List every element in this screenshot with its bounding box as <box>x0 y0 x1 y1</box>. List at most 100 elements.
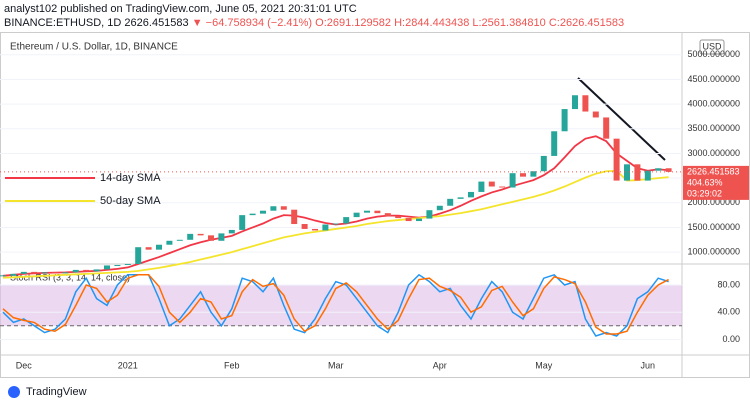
candle <box>208 235 214 241</box>
candle <box>135 247 142 264</box>
price-label: 2626.451583 <box>687 166 740 176</box>
candle <box>540 155 547 172</box>
y-tick-label: 3500.000000 <box>687 123 740 133</box>
close: C:2626.451583 <box>549 17 624 29</box>
brand: TradingView <box>26 386 87 398</box>
candle <box>332 223 339 225</box>
candle <box>364 210 370 213</box>
candle <box>655 168 662 171</box>
candle <box>572 95 578 110</box>
y-tick-label: 80.00 <box>717 279 740 289</box>
candle <box>156 244 162 250</box>
candle <box>322 224 329 231</box>
x-tick-label: Feb <box>224 360 240 370</box>
price-label: 03:29:02 <box>687 188 722 198</box>
candle <box>478 181 485 192</box>
candle <box>124 263 131 265</box>
candle <box>187 233 194 240</box>
candle <box>104 265 110 270</box>
candle <box>561 109 568 132</box>
candle <box>353 212 360 218</box>
candle <box>416 218 422 222</box>
y-tick-label: 40.00 <box>717 307 740 317</box>
candle <box>374 210 381 214</box>
candle <box>312 228 318 231</box>
candle <box>260 210 266 214</box>
candle <box>395 216 402 219</box>
stoch-title: Stoch RSI (3, 3, 14, 14, close) <box>10 272 130 282</box>
legend-label: 14-day SMA <box>100 172 161 184</box>
candle <box>197 233 204 236</box>
footer: TradingView <box>8 386 87 398</box>
legend-label: 50-day SMA <box>100 195 161 207</box>
candle <box>93 269 100 272</box>
candle <box>280 206 287 210</box>
price-box <box>683 165 749 200</box>
candle <box>20 271 27 274</box>
candle <box>509 173 516 188</box>
candle <box>488 181 495 187</box>
trend-line <box>577 77 666 161</box>
candle <box>166 240 173 245</box>
candle <box>145 247 152 250</box>
y-tick-label: 2000.000000 <box>687 197 740 207</box>
x-tick-label: Apr <box>433 360 447 370</box>
candle <box>644 170 651 181</box>
x-tick-label: Dec <box>16 360 33 370</box>
candle <box>551 131 558 156</box>
x-tick-label: May <box>535 360 553 370</box>
open: O:2691.129582 <box>315 17 391 29</box>
low: L:2561.384810 <box>472 17 545 29</box>
candle <box>405 218 412 222</box>
candle <box>270 206 277 211</box>
candle <box>83 269 90 272</box>
high: H:2844.443438 <box>394 17 469 29</box>
series-line <box>2 274 669 335</box>
y-tick-label: 3000.000000 <box>687 148 740 158</box>
logo <box>8 386 20 398</box>
candle <box>468 191 474 198</box>
series-line <box>2 169 669 279</box>
symbol: BINANCE:ETHUSD, 1D <box>4 17 121 29</box>
x-tick-label: 2021 <box>118 360 138 370</box>
y-tick-label: 5000.000000 <box>687 49 740 59</box>
candle <box>72 269 79 273</box>
price-label: 404.63% <box>687 177 723 187</box>
publisher: analyst102 published on TradingView.com,… <box>4 3 357 15</box>
candle <box>41 272 48 274</box>
chart-title: Ethereum / U.S. Dollar, 1D, BINANCE <box>10 42 178 53</box>
candle <box>665 168 672 172</box>
candle <box>436 205 443 211</box>
candle <box>249 213 256 216</box>
y-tick-label: 0.00 <box>722 334 740 344</box>
currency: USD <box>702 41 722 51</box>
candle <box>301 224 308 229</box>
change: ▼ −64.758934 (−2.41%) <box>192 17 312 29</box>
candle <box>634 164 641 181</box>
candle <box>10 273 17 276</box>
ticker-line: BINANCE:ETHUSD, 1D 2626.451583 ▼ −64.758… <box>4 17 624 29</box>
candle <box>426 210 433 219</box>
x-tick-label: Jun <box>641 360 656 370</box>
candle <box>457 197 464 199</box>
y-tick-label: 4000.000000 <box>687 99 740 109</box>
currency-box <box>699 39 725 55</box>
candle <box>592 111 599 118</box>
candle <box>291 209 298 225</box>
y-tick-label: 1000.000000 <box>687 247 740 257</box>
candle <box>239 215 246 230</box>
candle <box>62 272 69 274</box>
candle <box>520 173 526 177</box>
candle <box>52 272 58 274</box>
candle <box>624 164 630 181</box>
candle <box>228 229 235 234</box>
candle <box>530 171 537 177</box>
candle <box>343 217 350 224</box>
y-tick-label: 1500.000000 <box>687 222 740 232</box>
candle <box>582 95 589 112</box>
candle <box>499 186 506 188</box>
x-tick-label: Mar <box>328 360 344 370</box>
candle <box>447 198 454 206</box>
y-tick-label: 4500.000000 <box>687 74 740 84</box>
